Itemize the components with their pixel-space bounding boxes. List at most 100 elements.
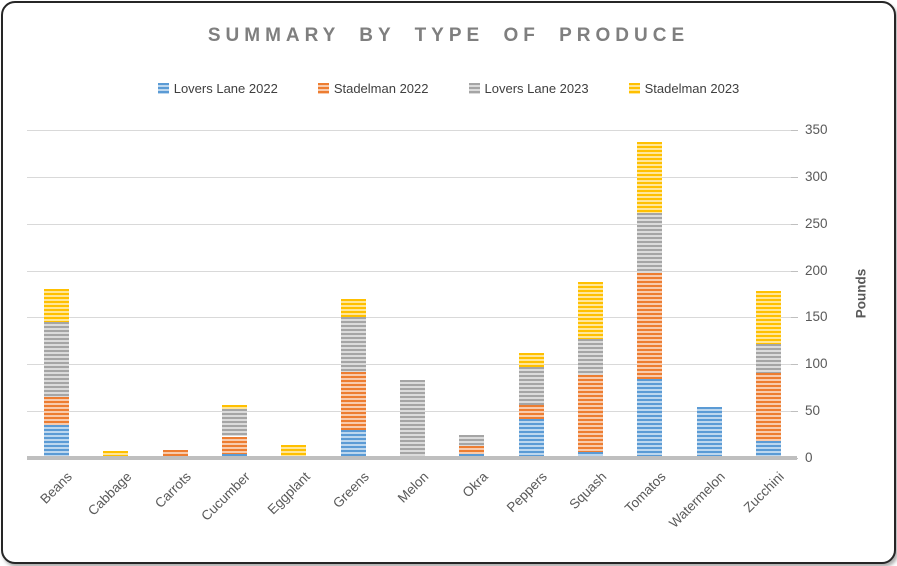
bar-segment[interactable] <box>518 367 544 405</box>
gridline <box>27 176 793 178</box>
legend-marker-icon <box>468 82 480 94</box>
bar-segment[interactable] <box>44 397 69 426</box>
gridline <box>27 317 793 319</box>
y-axis-tick-mark <box>791 411 798 413</box>
x-axis-label: Melon <box>394 469 432 506</box>
legend-marker-icon <box>157 82 169 94</box>
bar-segment[interactable] <box>459 434 485 446</box>
bar-segment[interactable] <box>518 353 544 368</box>
chart-title: SUMMARY BY TYPE OF PRODUCE <box>207 25 690 46</box>
y-axis-tick-label: 50 <box>805 403 821 419</box>
bar-segment[interactable] <box>637 142 663 214</box>
legend-marker-icon <box>628 82 640 94</box>
legend-item[interactable]: Lovers Lane 2022 <box>157 80 278 96</box>
x-axis-label: Greens <box>329 469 372 511</box>
bar-segment[interactable] <box>44 425 69 458</box>
bar-segment[interactable] <box>281 444 307 457</box>
gridline <box>27 270 793 272</box>
x-axis-label: Carrots <box>151 469 194 511</box>
legend-label: Lovers Lane 2022 <box>173 80 278 96</box>
legend-item[interactable]: Lovers Lane 2023 <box>468 80 589 96</box>
bar-segment[interactable] <box>44 322 69 398</box>
bar-segment[interactable] <box>222 409 247 437</box>
bar-zucchini <box>756 130 781 458</box>
y-axis-tick-label: 100 <box>805 356 828 372</box>
bar-segment[interactable] <box>756 291 781 344</box>
gridline <box>27 364 793 366</box>
bar-cabbage <box>103 130 129 458</box>
x-axis-label: Squash <box>566 469 610 512</box>
bar-segment[interactable] <box>756 372 781 442</box>
bar-segment[interactable] <box>44 289 69 323</box>
bar-segment[interactable] <box>696 407 722 458</box>
bar-segment[interactable] <box>756 343 781 373</box>
bar-segment[interactable] <box>340 371 366 430</box>
bar-segment[interactable] <box>637 213 663 274</box>
y-axis-tick-mark <box>791 176 798 178</box>
bar-watermelon <box>696 130 722 458</box>
x-axis-label: Eggplant <box>264 469 313 518</box>
bar-carrots <box>162 130 188 458</box>
x-axis-line <box>27 456 797 460</box>
x-axis-label: Cucumber <box>198 469 254 524</box>
x-axis-label: Beans <box>37 469 76 507</box>
y-axis-title-text: Pounds <box>853 268 869 318</box>
bar-segment[interactable] <box>637 273 663 380</box>
x-axis-label: Peppers <box>503 469 550 516</box>
bar-segment[interactable] <box>222 436 247 455</box>
y-axis-tick-label: 0 <box>805 450 813 465</box>
bar-segment[interactable] <box>518 418 544 458</box>
legend-marker-icon <box>317 82 329 94</box>
bar-segment[interactable] <box>340 429 366 458</box>
gridline <box>27 223 793 225</box>
y-axis-tick-mark <box>791 270 798 272</box>
y-axis-tick-mark <box>791 364 798 366</box>
legend-label: Stadelman 2022 <box>333 80 429 96</box>
bar-cucumber <box>222 130 247 458</box>
legend: Lovers Lane 2022 Stadelman 2022 Lovers Lan… <box>3 79 894 97</box>
y-axis-tick-label: 200 <box>805 262 828 278</box>
y-axis-title: Pounds <box>848 237 874 349</box>
bar-eggplant <box>281 130 307 458</box>
bar-melon <box>400 130 425 458</box>
bar-segment[interactable] <box>578 452 603 458</box>
bar-segment[interactable] <box>578 374 603 453</box>
x-axis-label: Okra <box>459 469 491 501</box>
legend-label: Lovers Lane 2023 <box>484 80 589 96</box>
bar-segment[interactable] <box>340 317 366 372</box>
bar-beans <box>44 130 69 458</box>
legend-label: Stadelman 2023 <box>644 80 740 96</box>
plot-area <box>27 130 793 458</box>
x-axis-label: Cabbage <box>85 469 135 519</box>
y-axis-tick-label: 150 <box>805 309 828 325</box>
bar-peppers <box>518 130 544 458</box>
y-axis-tick-mark <box>791 130 798 131</box>
y-axis-tick-mark <box>791 317 798 319</box>
y-axis-tick-mark <box>791 223 798 225</box>
bar-segment[interactable] <box>340 298 366 318</box>
bar-okra <box>459 130 485 458</box>
bar-segment[interactable] <box>578 339 603 375</box>
x-axis-label: Zucchini <box>740 469 788 516</box>
y-axis-tick-label: 300 <box>805 168 828 184</box>
bar-segment[interactable] <box>756 441 781 458</box>
bar-segment[interactable] <box>222 404 247 410</box>
bar-segment[interactable] <box>518 404 544 419</box>
y-axis-tick-label: 250 <box>805 215 828 231</box>
gridline <box>27 130 793 131</box>
bar-segment[interactable] <box>459 445 485 455</box>
y-axis-tick-label: 350 <box>805 122 828 137</box>
legend-item[interactable]: Stadelman 2023 <box>628 80 740 96</box>
bar-tomatos <box>637 130 663 458</box>
bar-segment[interactable] <box>637 379 663 458</box>
bar-greens <box>340 130 366 458</box>
legend-item[interactable]: Stadelman 2022 <box>317 80 429 96</box>
bar-segment[interactable] <box>578 281 603 339</box>
bar-segment[interactable] <box>400 380 425 458</box>
bar-segment[interactable] <box>103 450 129 458</box>
y-axis-tick-mark <box>791 458 798 459</box>
bar-segment[interactable] <box>162 449 188 458</box>
x-axis-label: Tomatos <box>621 469 669 516</box>
bar-squash <box>578 130 603 458</box>
